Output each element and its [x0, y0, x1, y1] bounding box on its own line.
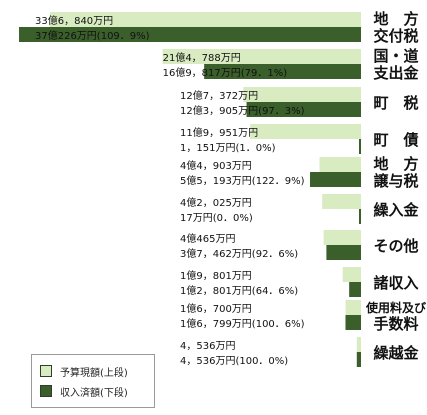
legend-item-received: 収入済額(下段) [40, 384, 128, 399]
received-data-label: 37億226万円(109．9%) [35, 29, 150, 42]
received-data-label: 1，151万円(1．0%) [180, 143, 276, 154]
budget-data-label: 4，536万円 [180, 341, 235, 352]
budget-data-label: 1億6，700万円 [180, 302, 252, 315]
budget-bar [356, 337, 361, 352]
received-data-label: 3億7，462万円(92．6%) [180, 247, 298, 260]
budget-data-label: 21億4，788万円 [163, 51, 241, 64]
category-label: 国・道 [373, 47, 418, 65]
budget-data-label: 4億4，903万円 [180, 159, 252, 172]
category-label: 町 債 [373, 131, 418, 149]
budget-data-label: 11億9，951万円 [180, 126, 258, 139]
category-label: 繰越金 [373, 344, 419, 362]
budget-bar [342, 267, 361, 282]
received-data-label: 1億2，801万円(64．6%) [180, 284, 298, 297]
category-label: 町 税 [373, 94, 418, 112]
category-label: 譲与税 [373, 172, 418, 190]
budget-data-label: 12億7，372万円 [180, 89, 258, 102]
budget-data-label: 33億6，840万円 [35, 14, 113, 27]
received-data-label: 16億9，817万円(79．1%) [163, 66, 288, 79]
budget-bar [162, 49, 361, 64]
legend-swatch-received [40, 385, 52, 397]
received-bar [326, 245, 361, 260]
legend-swatch-budget [40, 365, 52, 377]
category-label: 交付税 [373, 27, 418, 45]
chart-legend: 予算現額(上段) 収入済額(下段) [31, 354, 155, 408]
received-bar [19, 27, 362, 42]
legend-label-received: 収入済額(下段) [60, 387, 128, 399]
received-data-label: 17万円(0．0%) [180, 213, 253, 224]
category-label: 地 方 [373, 10, 418, 28]
budget-bar [345, 300, 361, 315]
received-bar [246, 102, 361, 117]
received-bar [359, 139, 361, 154]
budget-data-label: 4億465万円 [180, 232, 235, 245]
received-bar [356, 352, 361, 367]
category-label: 地 方 [373, 155, 418, 173]
category-label: 諸収入 [373, 274, 418, 292]
budget-data-label: 1億9，801万円 [180, 269, 252, 282]
category-label: 手数料 [373, 315, 418, 333]
category-label: 支出金 [372, 64, 419, 82]
legend-label-budget: 予算現額(上段) [60, 367, 128, 379]
received-bar [349, 282, 361, 297]
budget-bar [319, 157, 361, 172]
budget-bar [322, 194, 361, 209]
received-bar [359, 209, 361, 224]
budget-bar [49, 12, 361, 27]
received-data-label: 1億6，799万円(100．6%) [180, 317, 305, 330]
received-data-label: 5億5，193万円(122．9%) [180, 174, 305, 187]
budget-bar [323, 230, 361, 245]
received-bar [310, 172, 361, 187]
received-data-label: 4，536万円(100．0%) [180, 356, 288, 367]
budget-bar [250, 124, 361, 139]
legend-item-budget: 予算現額(上段) [40, 364, 128, 379]
category-label: 使用料及び [365, 300, 427, 315]
received-bar [345, 315, 361, 330]
category-label: その他 [373, 237, 418, 255]
budget-bar [243, 87, 361, 102]
category-label: 繰入金 [373, 201, 419, 219]
received-bar [204, 64, 361, 79]
budget-data-label: 4億2，025万円 [180, 196, 252, 209]
received-data-label: 12億3，905万円(97．3%) [180, 104, 305, 117]
